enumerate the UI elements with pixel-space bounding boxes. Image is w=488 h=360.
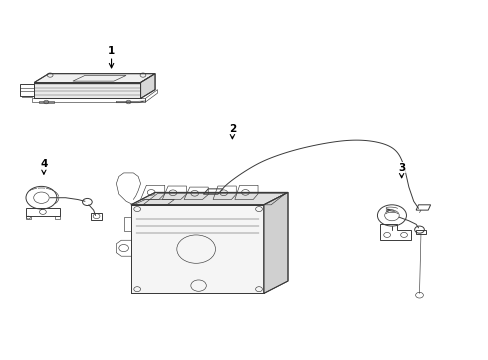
Polygon shape (131, 205, 264, 293)
Polygon shape (140, 74, 155, 99)
Text: 1: 1 (108, 46, 115, 68)
Text: 4: 4 (40, 159, 47, 174)
Polygon shape (34, 82, 140, 99)
Text: 3: 3 (397, 163, 405, 178)
Text: 2: 2 (228, 123, 236, 139)
Polygon shape (131, 192, 287, 205)
Polygon shape (264, 192, 287, 293)
Polygon shape (34, 74, 155, 82)
